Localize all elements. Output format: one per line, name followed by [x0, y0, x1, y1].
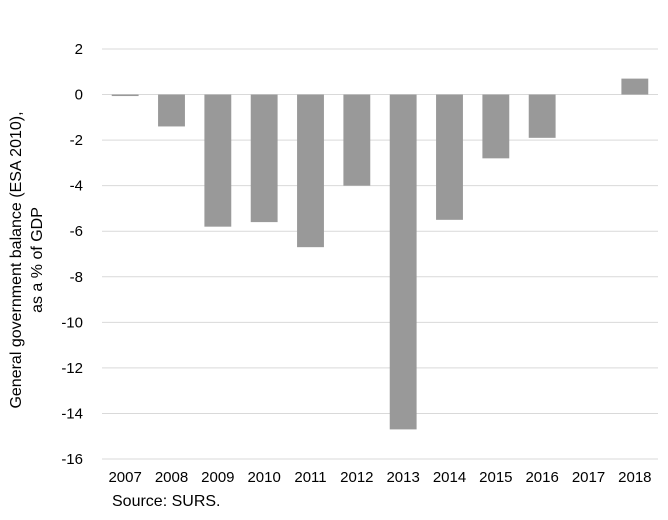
- bar: [389, 94, 417, 430]
- bar: [528, 94, 556, 138]
- x-tick-label: 2017: [572, 469, 605, 486]
- x-tick-label: 2009: [201, 469, 234, 486]
- y-axis-title-line-1: General government balance (ESA 2010),: [8, 111, 25, 408]
- bar: [482, 94, 510, 159]
- bar: [297, 94, 324, 248]
- y-tick-label: -16: [61, 451, 83, 468]
- y-tick-label: 2: [75, 41, 83, 58]
- bar: [111, 94, 139, 97]
- y-tick-label: -8: [70, 269, 83, 286]
- x-tick-label: 2014: [433, 469, 466, 486]
- x-tick-label: 2011: [294, 469, 326, 486]
- x-tick-label: 2015: [479, 469, 512, 486]
- x-axis-ticks: 2007 2008 2009 2010 2011 2012 2013 2014 2015 2016…: [108, 469, 651, 486]
- x-tick-label: 2018: [618, 469, 651, 486]
- bar: [343, 94, 371, 186]
- bar: [250, 94, 278, 223]
- x-tick-label: 2007: [108, 469, 141, 486]
- gridlines: [102, 48, 658, 460]
- bar: [621, 78, 649, 95]
- bar: [436, 94, 463, 220]
- x-tick-label: 2012: [340, 469, 373, 486]
- bars: [111, 78, 649, 430]
- y-tick-label: 0: [75, 87, 83, 104]
- y-tick-label: -14: [61, 405, 83, 422]
- y-axis-ticks: 2 0 -2 -4 -6 -8 -10 -12 -14 -16: [61, 41, 83, 468]
- y-tick-label: -6: [70, 223, 83, 240]
- bar: [204, 94, 232, 227]
- x-tick-label: 2013: [386, 469, 419, 486]
- y-tick-label: -4: [70, 178, 83, 195]
- y-tick-label: -12: [61, 360, 83, 377]
- x-tick-label: 2016: [525, 469, 558, 486]
- y-tick-label: -2: [70, 132, 83, 149]
- bar-chart: 20-2-4-6-8-10-12-14-16 2007 2008 2009 2010 2…: [8, 41, 658, 486]
- x-tick-label: 2008: [155, 469, 188, 486]
- y-axis-title-line-2: as a % of GDP: [29, 207, 46, 313]
- x-tick-label: 2010: [247, 469, 280, 486]
- bar: [158, 94, 185, 127]
- source-note: Source: SURS.: [112, 493, 221, 510]
- y-tick-label: -10: [61, 314, 83, 331]
